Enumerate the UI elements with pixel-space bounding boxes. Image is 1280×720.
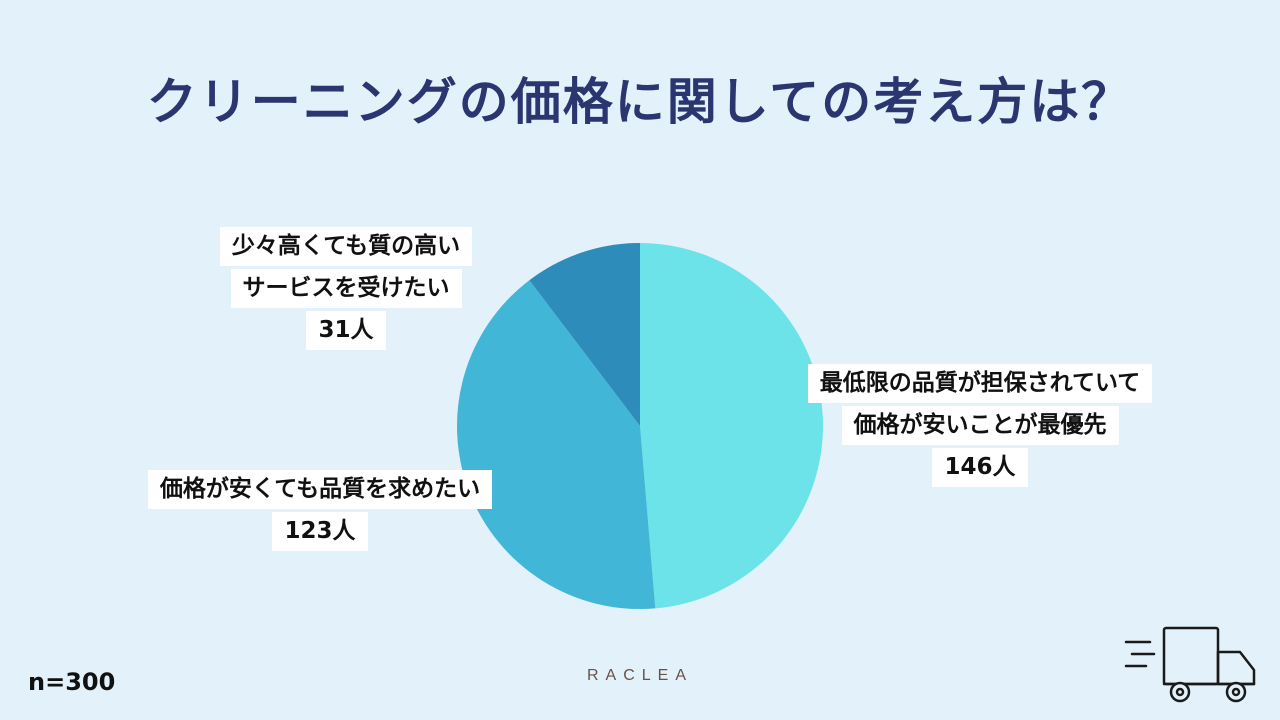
delivery-truck-icon: [1124, 626, 1256, 703]
slice-label-line: 最低限の品質が担保されていて: [807, 364, 1153, 403]
slice-label-cheap-with-quality: 価格が安くても品質を求めたい 123人: [100, 470, 540, 551]
brand-logo-text: RACLEA: [586, 667, 694, 684]
slice-label-line: 価格が安いことが最優先: [841, 406, 1119, 445]
slice-value-label: 31人: [306, 311, 386, 350]
pie-slice-1: [456, 280, 656, 609]
slice-label-line: 少々高くても質の高い: [219, 227, 473, 266]
slice-label-line: 価格が安くても品質を求めたい: [147, 470, 493, 509]
pie-slice-0: [640, 243, 824, 609]
slice-label-high-quality-service: 少々高くても質の高い サービスを受けたい 31人: [186, 227, 506, 350]
slice-label-price-priority: 最低限の品質が担保されていて 価格が安いことが最優先 146人: [760, 364, 1200, 487]
chart-title: クリーニングの価格に関しての考え方は？: [146, 73, 1134, 131]
slice-value-label: 146人: [932, 448, 1028, 487]
slice-value-label: 123人: [272, 512, 368, 551]
slice-label-line: サービスを受けたい: [230, 269, 462, 308]
sample-size-label: n=300: [28, 668, 116, 696]
pie-slice-2: [529, 243, 640, 426]
